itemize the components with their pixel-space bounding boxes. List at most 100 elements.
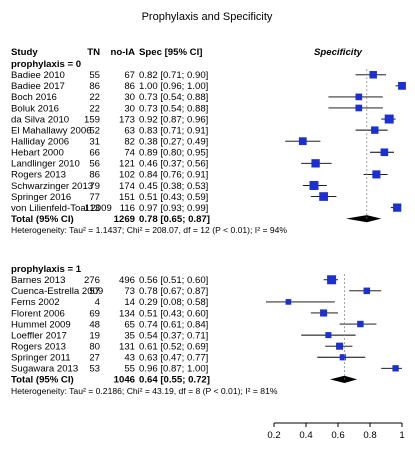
- study-marker: [320, 309, 328, 317]
- study-name: Landlinger 2010: [11, 159, 80, 170]
- study-marker: [311, 159, 320, 168]
- header-specificity: Specificity: [314, 47, 363, 58]
- study-tn: 86: [89, 170, 100, 181]
- study-tn: 56: [89, 159, 100, 170]
- study-tn: 80: [89, 341, 100, 352]
- study-tn: 69: [89, 308, 100, 319]
- study-ci: 0.46 [0.37; 0.56]: [139, 159, 208, 170]
- study-noia: 134: [119, 308, 136, 319]
- study-name: Badiee 2017: [11, 81, 65, 92]
- study-marker: [325, 332, 332, 339]
- study-marker: [393, 203, 402, 212]
- study-ci: 0.82 [0.71; 0.90]: [139, 70, 208, 81]
- study-marker: [398, 81, 406, 90]
- study-ci: 0.45 [0.38; 0.53]: [139, 181, 208, 192]
- study-noia: 65: [124, 319, 135, 330]
- study-marker: [319, 192, 328, 201]
- study-tn: 86: [89, 81, 100, 92]
- study-marker: [371, 126, 379, 134]
- study-name: Hummel 2009: [11, 319, 71, 330]
- study-marker: [336, 342, 344, 350]
- study-ci: 0.83 [0.71; 0.91]: [139, 125, 208, 136]
- study-name: Cuenca-Estrella 2009: [11, 286, 103, 297]
- study-marker: [372, 170, 381, 179]
- study-ci: 0.96 [0.87; 1.00]: [139, 364, 208, 375]
- study-noia: 30: [124, 103, 135, 114]
- total-label: Total (95% CI): [11, 214, 74, 225]
- study-marker: [384, 114, 394, 124]
- study-ci: 0.51 [0.43; 0.59]: [139, 192, 208, 203]
- study-tn: 31: [89, 136, 100, 147]
- study-noia: 102: [119, 170, 135, 181]
- study-tn: 66: [89, 148, 100, 159]
- study-name: von Lilienfeld-Toal 2009: [11, 203, 112, 214]
- study-tn: 113: [85, 203, 100, 214]
- study-noia: 151: [119, 192, 135, 203]
- study-noia: 63: [124, 125, 135, 136]
- study-marker: [339, 354, 346, 361]
- study-marker: [327, 275, 337, 285]
- study-noia: 121: [119, 159, 135, 170]
- study-ci: 0.38 [0.27; 0.49]: [139, 136, 208, 147]
- x-tick-label: 0.6: [331, 430, 344, 441]
- study-ci: 0.73 [0.54; 0.88]: [139, 92, 208, 103]
- pooled-diamond: [330, 375, 358, 383]
- study-name: Hebart 2000: [11, 148, 64, 159]
- study-ci: 0.73 [0.54; 0.88]: [139, 103, 208, 114]
- study-name: Ferns 2002: [11, 297, 60, 308]
- study-tn: 77: [89, 192, 100, 203]
- pooled-diamond: [346, 215, 382, 223]
- study-tn: 79: [89, 181, 100, 192]
- study-noia: 496: [119, 275, 135, 286]
- study-name: da Silva 2010: [11, 114, 69, 125]
- study-name: Badiee 2010: [11, 70, 65, 81]
- study-marker: [369, 71, 377, 79]
- study-noia: 14: [124, 297, 135, 308]
- study-noia: 35: [124, 330, 135, 341]
- study-name: Florent 2006: [11, 308, 65, 319]
- x-tick-label: 1: [399, 430, 404, 441]
- study-name: Schwarzinger 2013: [11, 181, 93, 192]
- study-ci: 0.51 [0.43; 0.60]: [139, 308, 208, 319]
- study-noia: 116: [120, 203, 135, 214]
- total-ci: 0.64 [0.55; 0.72]: [139, 375, 210, 386]
- total-noia: 1046: [114, 375, 135, 386]
- group-label: prophylaxis = 1: [11, 264, 82, 275]
- study-noia: 86: [124, 81, 135, 92]
- study-noia: 55: [124, 364, 135, 375]
- study-tn: 19: [89, 330, 100, 341]
- study-ci: 0.78 [0.67; 0.87]: [139, 286, 208, 297]
- study-tn: 276: [84, 275, 100, 286]
- header-study: Study: [11, 47, 38, 58]
- x-tick-label: 0.2: [267, 430, 280, 441]
- header-ci: Spec [95% CI]: [139, 47, 202, 58]
- study-ci: 0.63 [0.47; 0.77]: [139, 353, 208, 364]
- study-tn: 22: [89, 92, 100, 103]
- study-noia: 173: [119, 114, 135, 125]
- header-tn: TN: [87, 47, 100, 58]
- study-name: Rogers 2013: [11, 341, 66, 352]
- study-marker: [298, 137, 307, 146]
- study-marker: [380, 148, 389, 157]
- study-marker: [355, 93, 363, 101]
- study-tn: 52: [89, 125, 100, 136]
- study-name: Loeffler 2017: [11, 330, 67, 341]
- study-ci: 0.29 [0.08; 0.58]: [139, 297, 208, 308]
- study-name: Boch 2016: [11, 92, 57, 103]
- study-tn: 53: [89, 364, 100, 375]
- total-noia: 1269: [114, 214, 135, 225]
- study-tn: 22: [89, 103, 100, 114]
- study-name: Boluk 2016: [11, 103, 59, 114]
- total-ci: 0.78 [0.65; 0.87]: [139, 214, 210, 225]
- study-noia: 82: [124, 136, 135, 147]
- study-tn: 57: [89, 286, 100, 297]
- study-name: Barnes 2013: [11, 275, 65, 286]
- study-tn: 4: [95, 297, 101, 308]
- heterogeneity-text: Heterogeneity: Tau² = 1.1437; Chi² = 208…: [11, 225, 287, 235]
- group-label: prophylaxis = 0: [11, 59, 81, 70]
- study-ci: 0.56 [0.51; 0.60]: [139, 275, 208, 286]
- heterogeneity-text: Heterogeneity: Tau² = 0.2186; Chi² = 43.…: [11, 386, 278, 396]
- study-name: Springer 2016: [11, 192, 71, 203]
- study-name: Rogers 2013: [11, 170, 66, 181]
